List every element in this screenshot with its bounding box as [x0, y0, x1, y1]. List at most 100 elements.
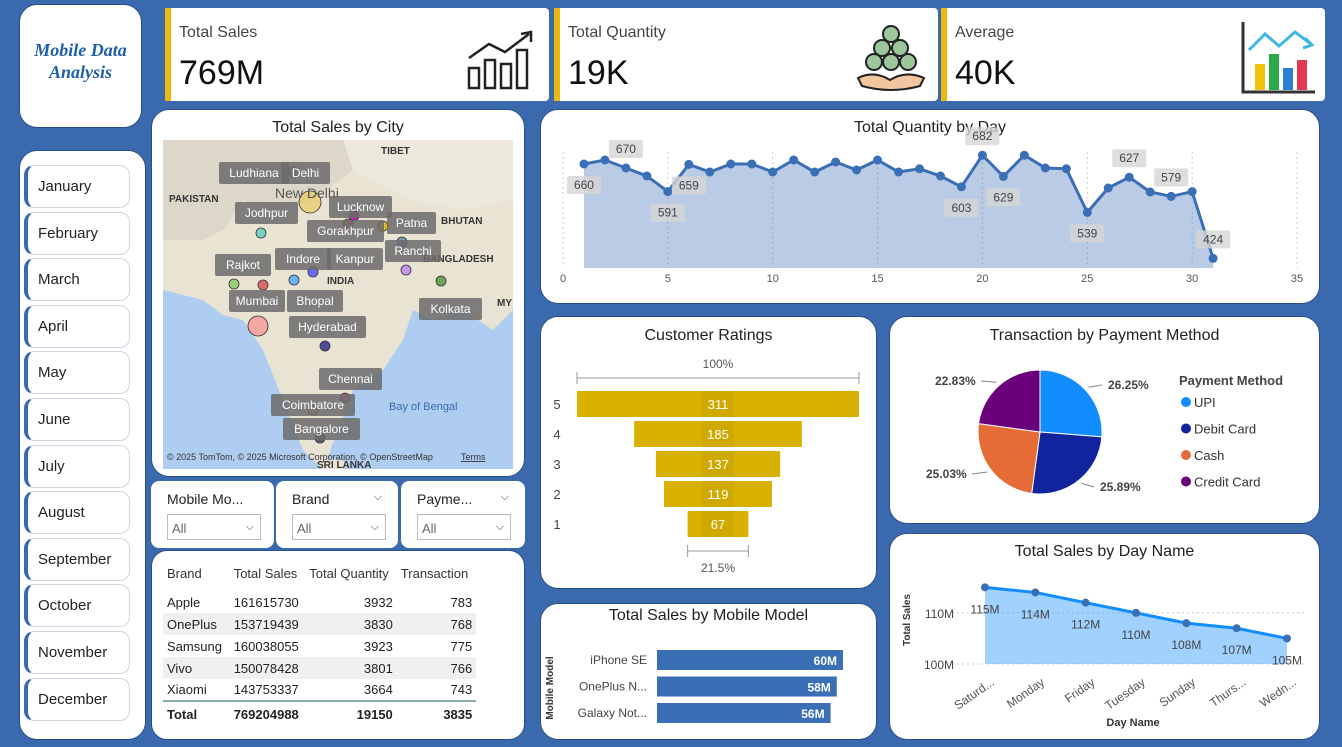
data-point	[852, 165, 862, 175]
city-label: Hyderabad	[298, 320, 357, 334]
payment-slicer[interactable]: Payme... ⌵ All ⌵	[401, 481, 525, 548]
city-label: Kanpur	[336, 252, 375, 266]
data-point	[915, 164, 925, 174]
slicer-label: Payme...	[417, 491, 473, 507]
table-cell: 775	[450, 638, 473, 654]
x-tick-label: Monday	[1004, 675, 1047, 711]
sales-by-model-chart[interactable]: iPhone SE 60M OnePlus N... 58M Galaxy Not...…	[541, 604, 876, 739]
sales-by-dayname-chart[interactable]: 110M 100M 115M Saturd... 114M Monday 112M Frida…	[890, 534, 1319, 739]
chevron-down-icon: ⌵	[373, 491, 382, 503]
data-point	[998, 171, 1008, 181]
kpi-total-quantity: Total Quantity 19K	[554, 8, 938, 101]
data-label: 107M	[1222, 643, 1252, 657]
bar-category-label: iPhone SE	[590, 653, 647, 667]
month-february[interactable]: February	[24, 211, 130, 255]
chart-up-icon	[467, 30, 533, 90]
data-point	[1040, 163, 1050, 173]
data-label: 670	[616, 142, 636, 156]
table-cell: 743	[450, 682, 473, 697]
area-fill	[985, 587, 1287, 664]
table-cell: 19150	[305, 700, 397, 727]
city-label: Coimbatore	[282, 398, 344, 412]
bar	[657, 703, 831, 723]
pie-value-label: 22.83%	[935, 374, 976, 388]
data-point	[789, 155, 799, 165]
month-august[interactable]: August	[24, 491, 130, 535]
month-july[interactable]: July	[24, 444, 130, 488]
data-point	[579, 159, 589, 169]
brand-slicer[interactable]: Brand ⌵ All ⌵	[276, 481, 398, 548]
month-slicer: January February March April May June July Augu…	[19, 150, 146, 740]
table-header[interactable]: Total Quantity	[309, 566, 389, 581]
city-bubble	[298, 190, 322, 214]
payment-method-pie[interactable]: 26.25% 25.89% 25.03% 22.83% Payment Method UP…	[890, 317, 1319, 523]
data-label-bg	[965, 127, 1000, 146]
kpi-total-sales: Total Sales 769M	[165, 8, 549, 101]
data-point	[1283, 634, 1291, 643]
chevron-down-icon: ⌵	[500, 491, 509, 503]
month-november[interactable]: November	[24, 631, 130, 674]
data-label: 591	[658, 206, 678, 220]
data-point	[977, 150, 987, 160]
y-tick-label: 110M	[925, 607, 954, 621]
kpi-label: Total Quantity	[568, 24, 666, 41]
city-label: Bangalore	[294, 422, 349, 436]
city-label-bg	[329, 196, 392, 218]
city-label-bg	[385, 240, 441, 262]
month-october[interactable]: October	[24, 584, 130, 628]
map-terms: Terms	[461, 452, 486, 462]
y-axis-title: Mobile Model	[545, 656, 556, 720]
city-bubble	[228, 278, 240, 290]
month-june[interactable]: June	[24, 398, 130, 441]
table-header[interactable]: Brand	[167, 566, 202, 581]
month-april[interactable]: April	[24, 304, 130, 348]
funnel-category-label: 1	[553, 517, 560, 532]
city-map[interactable]: PAKISTAN TIBET BHUTAN BANGLADESH INDIA Bay of…	[163, 140, 513, 469]
funnel-bar-label-bg	[702, 481, 734, 507]
table-row: Samsung 160038055 3923 775	[163, 635, 476, 657]
kpi-average: Average 40K	[941, 8, 1325, 101]
funnel-bar-label: 119	[708, 487, 729, 502]
legend-item: Debit Card	[1194, 422, 1256, 437]
data-point	[810, 167, 820, 177]
month-september[interactable]: September	[24, 537, 130, 581]
data-label: 629	[993, 190, 1013, 204]
city-label-bg	[319, 368, 382, 390]
data-point	[1132, 608, 1140, 617]
data-point	[1031, 588, 1040, 597]
table-header[interactable]: Transaction	[400, 566, 469, 581]
map-region-label: BANGLADESH	[423, 254, 494, 265]
table-cell: Apple	[167, 594, 201, 610]
month-december[interactable]: December	[24, 677, 130, 721]
x-tick-label: 20	[976, 273, 988, 285]
x-tick-label: Tuesday	[1102, 675, 1147, 713]
table-header[interactable]: Total Sales	[233, 566, 298, 581]
brand-dropdown[interactable]: All ⌵	[292, 514, 386, 540]
legend-marker	[1181, 476, 1191, 487]
city-bubble	[435, 275, 447, 287]
month-march[interactable]: March	[24, 258, 130, 302]
data-point	[642, 171, 652, 181]
city-bubble	[400, 264, 412, 276]
mobile-model-slicer[interactable]: Mobile Mo... All ⌵	[151, 481, 274, 548]
city-label-bg	[283, 418, 360, 440]
table-total-row: Total 769204988 19150 3835	[163, 700, 477, 727]
table-cell: OnePlus	[163, 613, 230, 635]
month-may[interactable]: May	[24, 351, 130, 395]
mobile-model-dropdown[interactable]: All ⌵	[167, 514, 261, 540]
pie-leader-line	[980, 380, 997, 383]
funnel-bar-label: 67	[711, 517, 725, 532]
city-label: Gorakhpur	[317, 224, 374, 238]
city-label: Jodhpur	[245, 206, 288, 220]
data-point	[1061, 164, 1071, 174]
month-january[interactable]: January	[24, 165, 130, 208]
customer-ratings-funnel[interactable]: 100% 311 5 185 4 137 3 119 2 67 1 21.5%	[541, 317, 876, 588]
map-title: Total Sales by City	[272, 119, 404, 136]
data-point	[726, 159, 736, 169]
funnel-bar-label-bg	[702, 451, 734, 477]
payment-dropdown[interactable]: All ⌵	[417, 514, 511, 540]
city-label-bg	[235, 202, 298, 224]
city-label: Lucknow	[337, 200, 385, 214]
data-point	[956, 182, 966, 192]
